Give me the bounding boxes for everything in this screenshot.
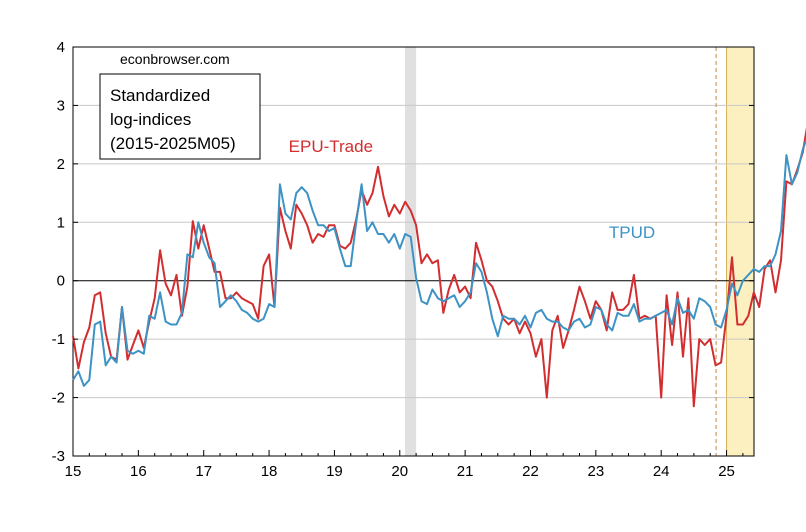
series-line-epu-trade xyxy=(72,127,806,408)
watermark: econbrowser.com xyxy=(120,51,230,67)
x-tick-label: 20 xyxy=(391,463,408,480)
x-tick-label: 16 xyxy=(130,463,147,480)
series-labels: EPU-Trade TPUD xyxy=(289,137,656,242)
series-line-tpud xyxy=(72,137,806,387)
note-line-2: log-indices xyxy=(110,110,191,129)
x-tick-label: 15 xyxy=(65,463,82,480)
x-tick-label: 24 xyxy=(653,463,670,480)
note-box: Standardized log-indices (2015-2025M05) xyxy=(99,73,261,160)
series-label-epu-trade: EPU-Trade xyxy=(289,137,373,156)
x-tick-label: 19 xyxy=(326,463,343,480)
y-tick-label: -3 xyxy=(52,448,65,465)
series-layer xyxy=(72,127,806,408)
highlight-band xyxy=(726,47,754,456)
x-tick-label: 18 xyxy=(261,463,278,480)
x-tick-label: 25 xyxy=(718,463,735,480)
x-tick-label: 17 xyxy=(195,463,212,480)
recession-band xyxy=(405,47,417,456)
y-tick-label: -1 xyxy=(52,331,65,348)
x-tick-label: 21 xyxy=(457,463,474,480)
y-tick-label: -2 xyxy=(52,390,65,407)
note-box-frame xyxy=(99,73,261,160)
y-tick-label: 4 xyxy=(57,39,65,56)
y-tick-label: 3 xyxy=(57,97,65,114)
shading-layer xyxy=(405,47,754,456)
x-tick-label: 22 xyxy=(522,463,539,480)
series-label-tpud: TPUD xyxy=(609,223,655,242)
y-tick-label: 2 xyxy=(57,156,65,173)
note-line-3: (2015-2025M05) xyxy=(110,134,236,153)
y-tick-label: 0 xyxy=(57,273,65,290)
plot-frame xyxy=(72,46,755,457)
y-tick-label: 1 xyxy=(57,214,65,231)
note-line-1: Standardized xyxy=(110,86,210,105)
x-tick-label: 23 xyxy=(587,463,604,480)
